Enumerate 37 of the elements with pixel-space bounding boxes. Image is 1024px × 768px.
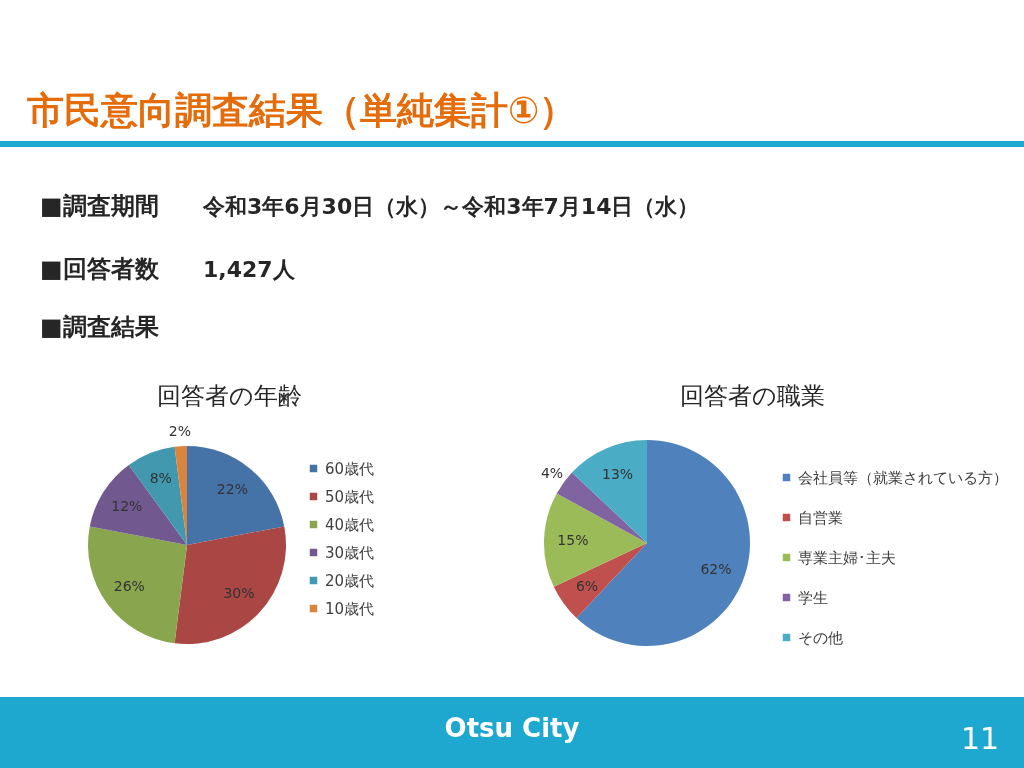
text: 11 — [960, 721, 1000, 756]
legend-label: 専業主婦･主夫 — [798, 548, 896, 567]
data-label: 6% — [575, 577, 599, 594]
data-label: 15% — [557, 531, 589, 548]
text: 市民意向調査結果（単純集計①） — [27, 89, 577, 132]
pie-slice — [89, 464, 187, 545]
legend-label: 20歳代 — [325, 571, 375, 590]
data-label: 62% — [700, 561, 732, 578]
data-label: 12% — [111, 497, 143, 514]
text: ■調査結果 — [40, 313, 159, 341]
text: Otsu City — [444, 713, 580, 743]
text: ■回答者数 — [40, 255, 160, 283]
legend-label: その他 — [798, 628, 843, 647]
chart-title: 回答者の職業 — [679, 382, 825, 410]
pie-slice — [553, 543, 647, 619]
pie-slice — [88, 526, 187, 644]
data-label: 2% — [168, 423, 192, 440]
data-label: 30% — [223, 584, 255, 601]
data-label: 8% — [149, 469, 172, 486]
data-label: 4% — [540, 464, 564, 481]
data-label: 13% — [601, 465, 634, 482]
pie-slice — [187, 446, 285, 545]
legend-label: 会社員等（就業されている方） — [798, 468, 1008, 487]
text: 1,427人 — [203, 257, 296, 282]
legend-label: 60歳代 — [325, 459, 375, 478]
data-label: 22% — [216, 481, 248, 498]
text: 令和3年6月30日（水）～令和3年7月14日（水） — [202, 194, 700, 219]
pie-slice — [174, 526, 286, 644]
legend-label: 50歳代 — [325, 487, 375, 506]
legend-label: 学生 — [798, 588, 828, 607]
legend-label: 自営業 — [798, 508, 843, 527]
data-label: 26% — [113, 577, 145, 594]
legend-label: 40歳代 — [325, 515, 375, 534]
text: ■調査期間 — [40, 192, 159, 220]
legend-label: 30歳代 — [325, 543, 375, 562]
legend-label: 10歳代 — [325, 599, 375, 618]
chart-title: 回答者の年齢 — [156, 382, 302, 410]
